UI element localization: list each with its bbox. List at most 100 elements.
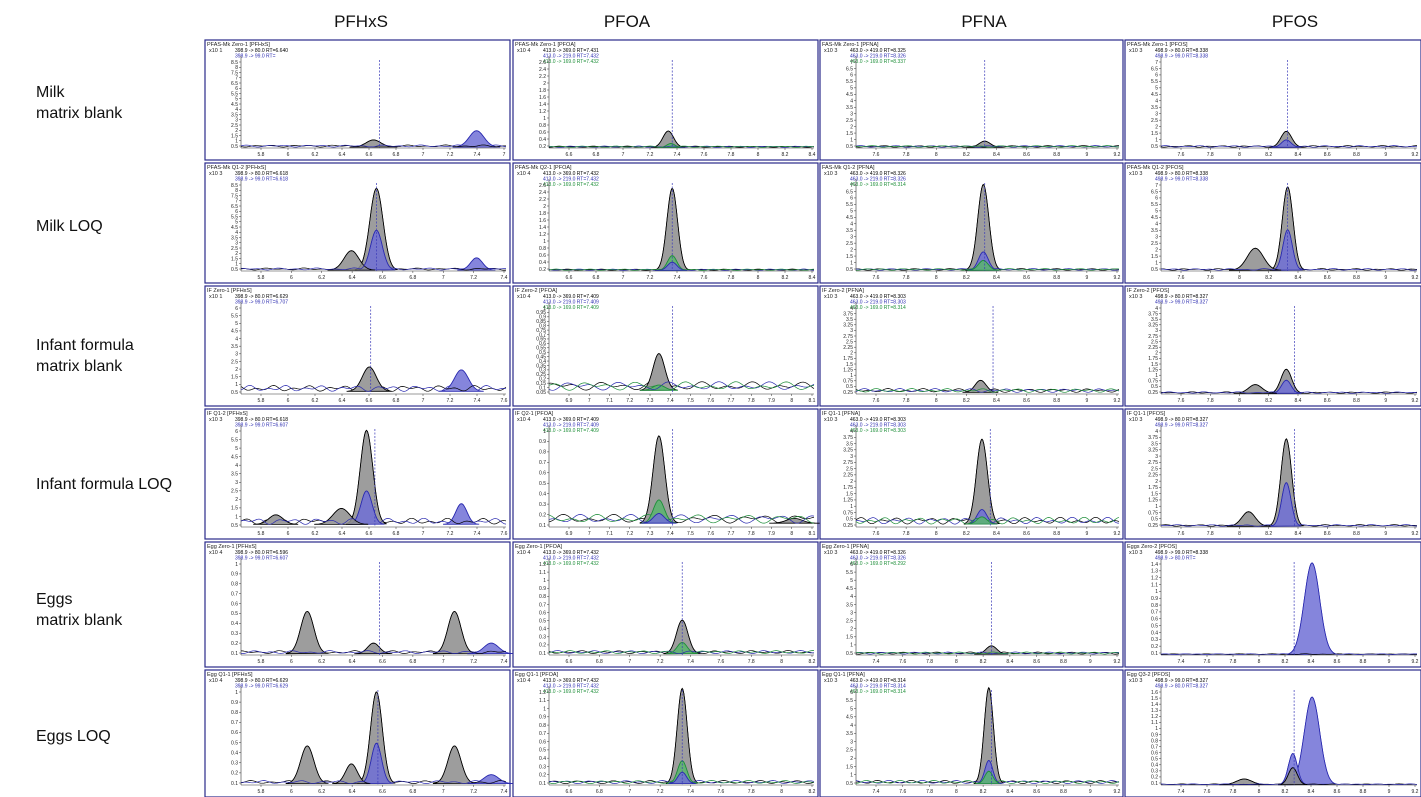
y-tick-label: 2.75 bbox=[843, 460, 853, 466]
y-tick-label: 3.5 bbox=[846, 105, 853, 111]
chromatogram-panel: IF Zero-2 [PFOS]x10 3 498.9 -> 80.0 RT=8.… bbox=[1124, 285, 1421, 407]
chromatogram-panel: PFAS-Mk Zero-1 [PFOA]x10 4 413.0 -> 369.0… bbox=[512, 39, 819, 161]
trace-label: 413.0 -> 169.0 RT=7.409 bbox=[543, 305, 599, 311]
y-tick-label: 0.2 bbox=[539, 267, 546, 273]
trace-label: 463.0 -> 169.0 RT=8.303 bbox=[850, 428, 906, 434]
y-tick-label: 2.5 bbox=[231, 489, 238, 495]
y-tick-label: 2 bbox=[1155, 124, 1158, 130]
x-tick-label: 9.2 bbox=[1114, 152, 1121, 158]
y-tick-label: 0.6 bbox=[539, 471, 546, 477]
y-tick-label: 0.1 bbox=[539, 651, 546, 657]
x-tick-label: 8.8 bbox=[1053, 398, 1060, 404]
y-tick-label: 0.4 bbox=[539, 137, 546, 143]
y-tick-label: 1 bbox=[235, 690, 238, 696]
y-tick-label: 1.25 bbox=[1148, 498, 1158, 504]
x-tick-label: 8.2 bbox=[782, 275, 789, 281]
x-tick-label: 6.2 bbox=[318, 789, 325, 795]
y-tick-label: 2.5 bbox=[846, 466, 853, 472]
x-tick-label: 9 bbox=[1384, 152, 1387, 158]
panel-frame bbox=[512, 541, 819, 668]
row-label-infant-blank: Infant formula matrix blank bbox=[36, 335, 201, 377]
panel-scale: x10 4 bbox=[517, 171, 530, 177]
y-tick-label: 0.75 bbox=[843, 510, 853, 516]
y-tick-label: 0.5 bbox=[539, 748, 546, 754]
x-tick-label: 8 bbox=[935, 398, 938, 404]
x-tick-label: 7 bbox=[442, 275, 445, 281]
trace-line bbox=[240, 490, 507, 525]
x-tick-label: 9.2 bbox=[1412, 789, 1419, 795]
x-tick-label: 8.2 bbox=[1265, 531, 1272, 537]
y-tick-label: 0.25 bbox=[843, 523, 853, 529]
panel-scale: x10 4 bbox=[209, 550, 222, 556]
x-tick-label: 7 bbox=[422, 152, 425, 158]
chromatogram-panel: PFAS-Mk Zero-1 [PFOS]x10 3 498.9 -> 80.0 … bbox=[1124, 39, 1421, 161]
x-tick-label: 6.4 bbox=[349, 659, 356, 665]
x-tick-label: 8.2 bbox=[963, 531, 970, 537]
x-tick-label: 8.4 bbox=[993, 398, 1000, 404]
row-label-eggs-loq: Eggs LOQ bbox=[36, 726, 201, 747]
trace-line bbox=[855, 388, 1120, 393]
y-tick-label: 4.5 bbox=[846, 715, 853, 721]
y-tick-label: 0.8 bbox=[231, 710, 238, 716]
x-tick-label: 8.6 bbox=[1324, 398, 1331, 404]
y-tick-label: 1.1 bbox=[539, 698, 546, 704]
y-tick-label: 2 bbox=[1155, 479, 1158, 485]
x-tick-label: 8 bbox=[780, 659, 783, 665]
chromatogram-panel: Egg Q3-2 [PFOS]x10 3 498.9 -> 99.0 RT=8.3… bbox=[1124, 669, 1421, 797]
x-tick-label: 8.4 bbox=[1295, 398, 1302, 404]
x-tick-label: 9.2 bbox=[1412, 531, 1419, 537]
x-tick-label: 7.6 bbox=[701, 275, 708, 281]
x-tick-label: 8.6 bbox=[1324, 531, 1331, 537]
y-tick-label: 0.8 bbox=[539, 723, 546, 729]
x-tick-label: 7.4 bbox=[1178, 659, 1185, 665]
y-tick-label: 0.5 bbox=[846, 384, 853, 390]
y-tick-label: 0.2 bbox=[1151, 775, 1158, 781]
panel-title: IF Zero-2 [PFNA] bbox=[822, 288, 864, 294]
y-tick-label: 0.25 bbox=[843, 390, 853, 396]
y-tick-label: 0.5 bbox=[1151, 384, 1158, 390]
y-tick-label: 1.5 bbox=[846, 764, 853, 770]
y-tick-label: 0.3 bbox=[1151, 637, 1158, 643]
x-tick-label: 8.2 bbox=[1265, 275, 1272, 281]
panel-scale: x10 3 bbox=[824, 678, 837, 684]
trace-line bbox=[1160, 438, 1418, 527]
x-tick-label: 6.8 bbox=[409, 275, 416, 281]
x-tick-label: 7.6 bbox=[701, 152, 708, 158]
y-tick-label: 4 bbox=[235, 463, 238, 469]
y-tick-label: 1 bbox=[1155, 504, 1158, 510]
x-tick-label: 7 bbox=[628, 789, 631, 795]
x-tick-label: 7.4 bbox=[474, 152, 481, 158]
y-tick-label: 0.6 bbox=[231, 601, 238, 607]
trace-label: 413.0 -> 219.0 RT=7.432 bbox=[543, 556, 599, 562]
y-tick-label: 2 bbox=[850, 756, 853, 762]
y-tick-label: 0.5 bbox=[539, 618, 546, 624]
y-tick-label: 3 bbox=[850, 739, 853, 745]
row-label-line: Eggs LOQ bbox=[36, 728, 111, 745]
trace-line bbox=[548, 435, 815, 524]
trace-label: 463.0 -> 219.0 RT=8.303 bbox=[850, 300, 906, 306]
y-tick-label: 6 bbox=[235, 429, 238, 435]
y-tick-label: 0.7 bbox=[231, 591, 238, 597]
y-tick-label: 0.4 bbox=[539, 756, 546, 762]
y-tick-label: 2 bbox=[850, 627, 853, 633]
x-tick-label: 8.4 bbox=[993, 531, 1000, 537]
trace-label: 463.0 -> 219.0 RT=8.326 bbox=[850, 54, 906, 60]
x-tick-label: 7.4 bbox=[873, 789, 880, 795]
y-tick-label: 2 bbox=[1155, 247, 1158, 253]
y-tick-label: 4 bbox=[235, 336, 238, 342]
y-tick-label: 0.55 bbox=[536, 346, 546, 352]
y-tick-label: 7 bbox=[235, 76, 238, 82]
x-tick-label: 7.4 bbox=[687, 789, 694, 795]
x-tick-label: 8.2 bbox=[1282, 789, 1289, 795]
x-tick-label: 7.2 bbox=[657, 789, 664, 795]
x-tick-label: 6.8 bbox=[596, 789, 603, 795]
y-tick-label: 6 bbox=[235, 306, 238, 312]
y-tick-label: 2.5 bbox=[1151, 118, 1158, 124]
y-tick-label: 1 bbox=[850, 137, 853, 143]
x-tick-label: 7.8 bbox=[748, 659, 755, 665]
panel-scale: x10 3 bbox=[824, 48, 837, 54]
y-tick-label: 3 bbox=[1155, 328, 1158, 334]
trace-line bbox=[548, 143, 815, 148]
x-tick-label: 6.4 bbox=[339, 531, 346, 537]
column-header-pfna: PFNA bbox=[961, 12, 1007, 31]
